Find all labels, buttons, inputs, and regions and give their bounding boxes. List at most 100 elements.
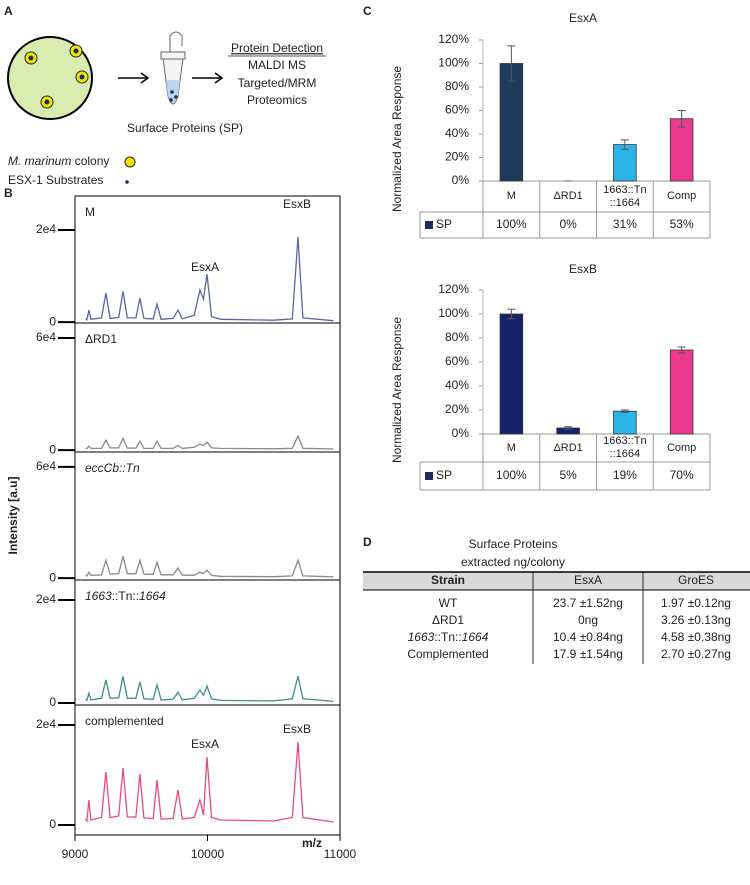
x-tick-label: 9000 [62,847,89,861]
bar [499,313,524,435]
text-part: ::Tn:: [112,589,139,603]
spectrum-name: ΔRD1 [85,332,117,346]
y-tick-label: 60% [445,103,469,117]
spectrum-name: 1663::Tn::1664 [85,589,166,603]
y-tick-label: 2e4 [36,592,56,606]
table-cell: 0ng [578,613,598,627]
legend-dot [124,156,136,168]
bar [613,410,637,435]
header-bg [363,572,750,590]
y-axis-label: Intensity [a.u] [6,476,20,554]
value-label: 19% [613,468,637,482]
schematic: Protein Detection MALDI MS Targeted/MRM … [7,31,326,187]
y-axis-label: Normalized Area Response [390,317,404,463]
y-tick-label: 6e4 [36,330,56,344]
peak-label: EsxA [191,737,219,751]
panel-label: C [363,4,372,18]
legend-text: colony [75,154,110,168]
chart-title: EsxA [569,11,597,25]
error-bar [677,110,686,128]
legend-colony: M. marinum colony [8,154,109,168]
panel-label: D [363,535,372,549]
table-cell: 10.4 ±0.84ng [553,630,623,644]
y-tick-label: 80% [445,330,469,344]
text-part: 1664 [139,589,166,603]
legend-label: SP [436,217,452,231]
x-tick-label: 1663::Tn ::1664 [603,435,647,460]
y-tick-label: 120% [438,32,469,46]
y-tick-label: 0 [49,817,56,831]
detection-line: Proteomics [247,93,307,107]
error-bar [677,346,686,354]
sample-label: Surface Proteins (SP) [127,121,243,135]
error-bar [620,409,629,413]
spectrum-line [85,434,334,450]
y-tick-label: 120% [438,282,469,296]
y-tick-label: 60% [445,354,469,368]
y-tick-label: 2e4 [36,222,56,236]
x-tick-label: 10000 [191,847,225,861]
legend-label: SP [436,468,452,482]
category-cell: M [506,441,516,454]
table-cell: WT [439,596,458,610]
y-tick-label: 2e4 [36,717,56,731]
table-cell: Complemented [407,647,488,661]
text-part: 1664 [462,630,489,644]
y-tick-label: 6e4 [36,459,56,473]
category-cell: ΔRD1 [553,190,583,202]
y-tick-label: 40% [445,126,469,140]
category-cell: M [507,190,516,202]
species: M. marinum [8,154,71,168]
peak-label: EsxB [283,722,311,736]
text-part: 1663 [85,589,112,603]
y-tick-label: 0% [452,173,470,187]
table-header: GroES [678,573,714,587]
value-label: 53% [670,217,694,231]
y-axis-label: Normalized Area Response [390,66,404,212]
y-tick-label: 80% [445,79,469,93]
detection-line: MALDI MS [248,58,306,72]
error-bar [507,308,516,320]
x-tick-label: Comp [666,190,697,202]
y-tick-label: 0 [49,442,56,456]
value-label: 100% [496,217,527,231]
table-subtitle: extracted ng/colony [461,555,565,569]
category-cell: Comp [667,442,696,454]
table-title: Surface Proteins [469,537,558,551]
x-tick-label: ΔRD1 [553,190,583,202]
y-tick-label: 0 [49,314,56,328]
y-tick-label: 0 [49,570,56,584]
x-tick-label: 1663::Tn ::1664 [603,183,647,209]
peak-label: EsxB [283,197,311,211]
spectrum-line [85,556,334,578]
y-tick-label: 0 [49,695,56,709]
error-bar [507,45,516,82]
spectrum-line [85,676,334,703]
table-cell: 1.97 ±0.12ng [661,596,731,610]
error-bar [564,426,573,430]
bar [613,144,637,182]
legend-dot [125,180,129,184]
table-header: Strain [431,573,465,587]
colonies [24,44,89,109]
y-tick-label: 0% [452,426,470,440]
spectrum-name: M [85,205,95,219]
value-label: 5% [559,468,577,482]
bar [669,118,694,182]
text-part: ::Tn:: [434,630,461,644]
spectrum-line [85,741,334,823]
table-cell: 1663::Tn::1664 [408,630,489,644]
panel-label: B [4,186,13,200]
arrows [118,72,224,84]
error-bar [620,139,629,150]
table-cell: 3.26 ±0.13ng [661,613,731,627]
peak-label: EsxA [191,260,219,274]
legend-substrate: ESX-1 Substrates [8,173,103,187]
spectrum-line [85,236,334,322]
legend-swatch [425,472,433,480]
x-tick-label: M [506,441,516,454]
bar [669,349,694,435]
spectrum-name: complemented [85,714,164,728]
y-tick-label: 40% [445,378,469,392]
